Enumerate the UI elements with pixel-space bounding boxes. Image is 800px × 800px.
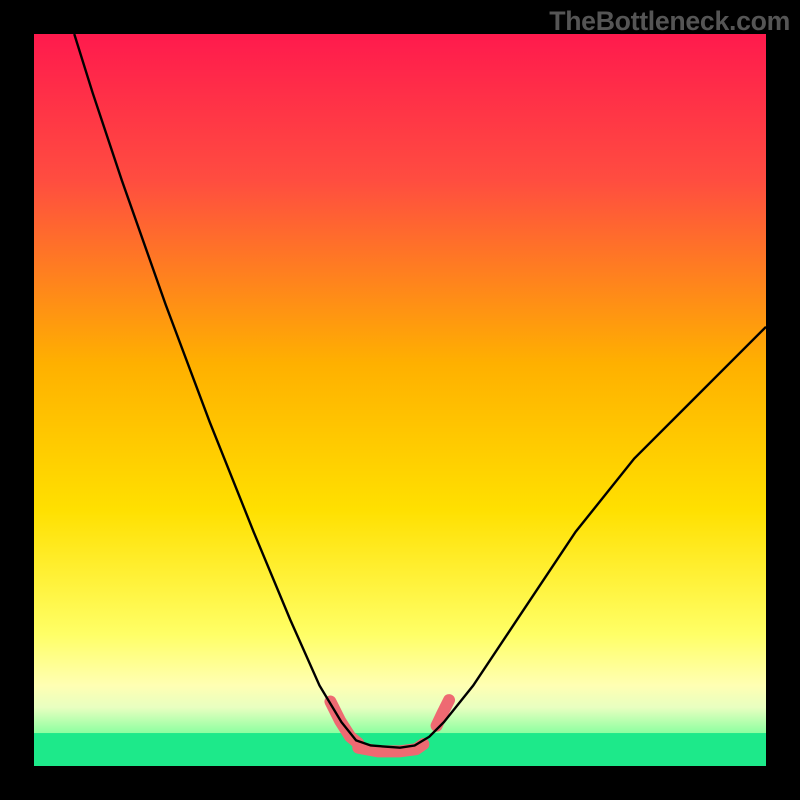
bottleneck-chart <box>0 0 800 800</box>
chart-frame: TheBottleneck.com <box>0 0 800 800</box>
chart-background <box>34 34 766 766</box>
watermark-text: TheBottleneck.com <box>549 6 790 37</box>
